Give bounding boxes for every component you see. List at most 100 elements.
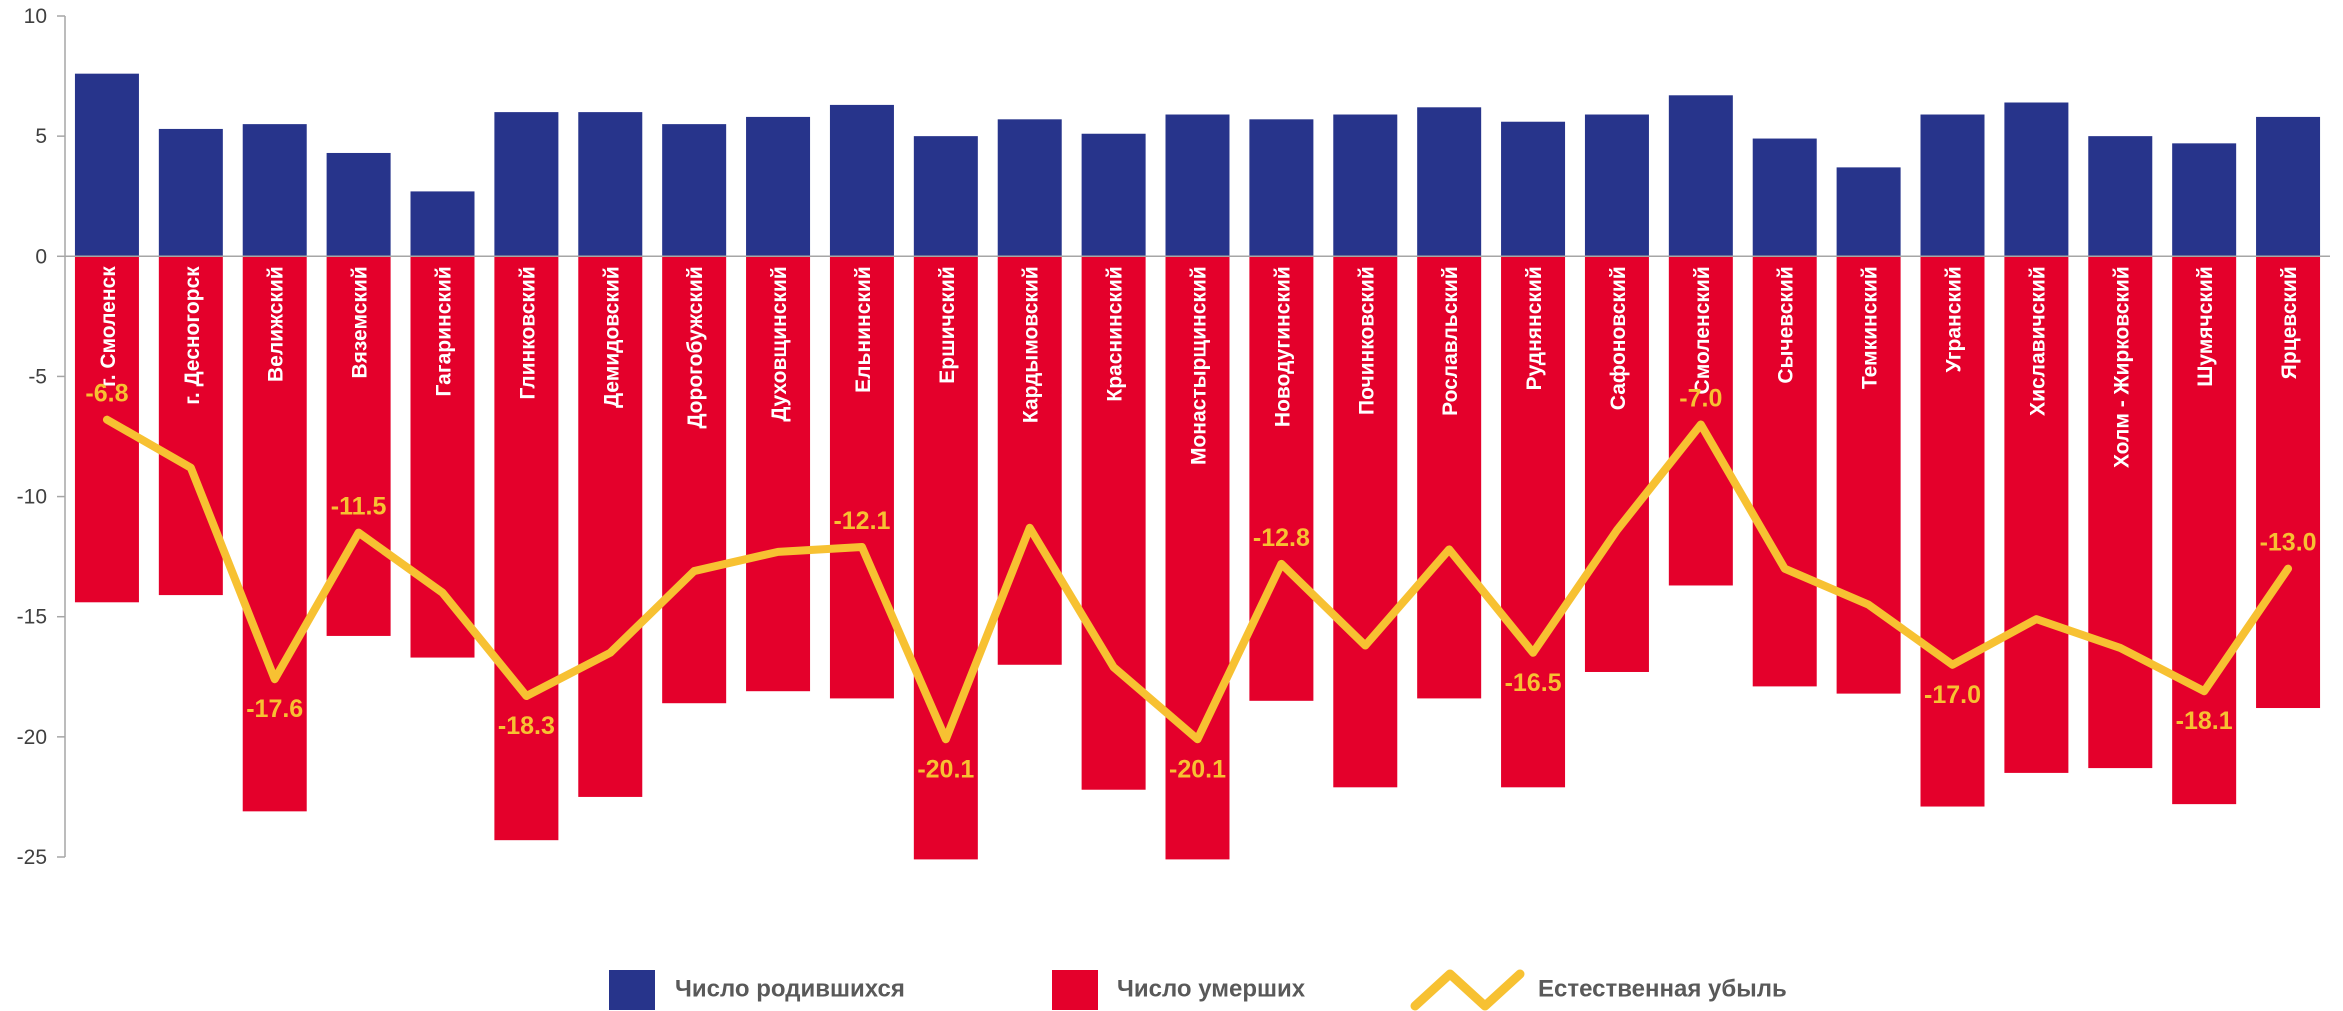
line-data-label: -20.1 [917,755,974,783]
bar-deaths [1920,256,1985,807]
legend-label-line: Естественная убыль [1538,975,1787,1002]
category-label: Ярцевский [2278,266,2301,379]
y-tick-label: 10 [24,5,47,28]
bar-deaths [1501,256,1566,788]
bar-deaths [2004,256,2069,773]
category-label: Хиславичский [2026,266,2049,416]
bar-deaths [1752,256,1817,687]
category-label: Кардымовский [1020,266,1043,423]
bar-births [1081,133,1146,257]
bar-births [829,104,894,257]
y-tick-label: 0 [35,245,47,268]
bar-births [1668,95,1733,257]
y-tick-label: -25 [17,846,47,869]
category-label: Сычевский [1775,266,1798,383]
line-data-label: -17.6 [246,695,303,723]
bar-births [578,112,643,257]
bar-births [2256,116,2321,257]
bar-births [1920,114,1985,257]
y-tick-label: -15 [17,606,47,629]
line-natural-decrease [102,415,2293,744]
category-label: Вяземский [349,266,372,378]
bar-deaths [746,256,811,692]
line-data-label: -12.1 [833,507,890,535]
category-label: Гагаринский [433,266,456,396]
line-data-label: -16.5 [1505,669,1562,697]
data-labels-layer: -6.8 -17.6 -11.5 -18.3 -12.1 -20.1 -20.1 -12.8 -… [85,380,2316,784]
bar-births [997,119,1062,257]
legend-label-deaths: Число умерших [1117,975,1306,1002]
legend-swatch-line [1410,969,1525,1011]
line-data-label: -20.1 [1169,755,1226,783]
category-label: Глинковский [516,266,539,399]
bar-births [2004,102,2069,257]
bar-births [242,124,307,257]
bar-deaths [1417,256,1482,699]
category-label: Темкинский [1859,266,1882,389]
line-data-label: -13.0 [2260,529,2317,557]
category-label: Дорогобужский [684,266,707,428]
line-data-label: -7.0 [1679,384,1722,412]
line-data-label: -6.8 [85,380,128,408]
bar-births [1836,167,1901,257]
axes-layer: 10 5 0 -5 -10 -15 -20 -25 [17,5,2330,869]
bar-deaths [662,256,727,704]
line-data-label: -12.8 [1253,524,1310,552]
legend-swatch-births [609,970,655,1010]
bar-births [662,124,727,257]
bar-births [494,112,559,257]
bar-deaths [1333,256,1398,788]
y-tick-label: -5 [28,365,47,388]
bar-births [74,73,139,257]
category-label: Ельнинский [852,266,875,393]
bar-births [913,136,978,257]
bar-deaths [2172,256,2237,805]
category-label: Демидовский [600,266,623,408]
legend-swatch-deaths [1052,970,1098,1010]
bar-births [1584,114,1649,257]
bar-deaths [1081,256,1146,790]
bar-deaths [2256,256,2321,709]
category-label: Починковский [1355,266,1378,415]
bar-deaths [1584,256,1649,672]
category-label: Духовщинский [768,266,791,421]
y-tick-label: -10 [17,486,47,509]
category-labels-layer: г. Смоленск г. Десногорск Велижский Вяземск… [97,266,2301,468]
category-label: Сафоновский [1607,266,1630,410]
bar-births [1752,138,1817,257]
line-data-label: -18.3 [498,712,555,740]
legend: Число родившихся Число умерших Естественна… [609,969,1787,1011]
category-label: Велижский [265,266,288,382]
category-label: Шумячский [2194,266,2217,387]
bar-births [1417,107,1482,257]
category-label: Монастырщинский [1188,266,1211,465]
bar-births [410,191,475,257]
y-tick-label: 5 [35,125,47,148]
category-label: Краснинский [1104,266,1127,401]
y-tick-label: -20 [17,726,47,749]
bar-deaths [158,256,223,596]
bar-deaths [1165,256,1230,860]
line-data-label: -11.5 [331,493,387,521]
bar-births [1165,114,1230,257]
bar-births [746,116,811,257]
bar-births [326,152,391,257]
category-label: г. Десногорск [181,266,204,405]
bars-layer [74,73,2321,860]
bar-births [1333,114,1398,257]
bar-births [1249,119,1314,257]
line-data-label: -18.1 [2176,707,2233,735]
category-label: Руднянский [1523,266,1546,390]
bar-deaths [1249,256,1314,701]
legend-label-births: Число родившихся [675,975,905,1002]
bar-births [1501,121,1566,257]
bar-deaths [578,256,643,797]
category-label: Рославльский [1439,266,1462,416]
bar-deaths [829,256,894,699]
category-label: Смоленский [1691,266,1714,394]
bar-births [158,128,223,257]
bar-deaths [913,256,978,860]
category-label: г. Смоленск [97,266,120,387]
category-label: Угранский [1943,266,1966,372]
